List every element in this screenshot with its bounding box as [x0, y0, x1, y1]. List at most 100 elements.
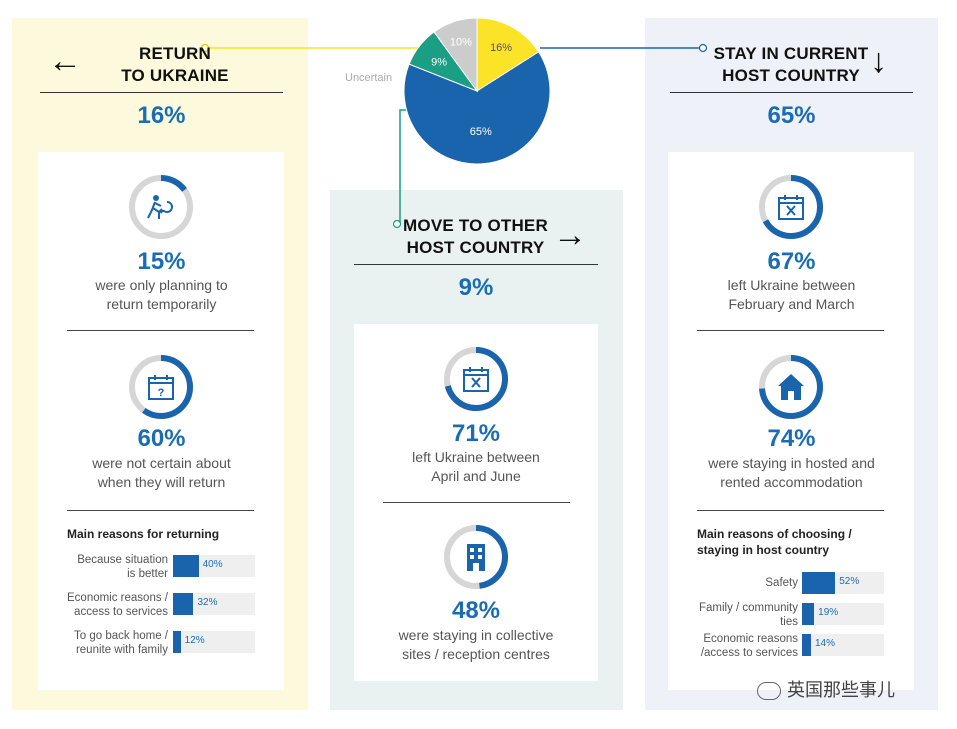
stay-reason-label-1: Safety [658, 576, 798, 590]
stay-stat-2-desc-line2: rented accommodation [720, 474, 863, 490]
stay-stat-1-desc-line2: February and March [728, 296, 855, 312]
move-stat-1-desc-line2: April and June [431, 468, 521, 484]
return-reason-value-2: 32% [197, 597, 218, 608]
return-reason-bar-1 [173, 555, 199, 577]
move-ring-2 [444, 525, 508, 589]
stay-reason-label-2-line2: ties [780, 616, 798, 628]
calendar-x-icon [778, 195, 804, 220]
stay-stat-2-desc: were staying in hosted and rented accomm… [670, 454, 913, 492]
wechat-icon [757, 682, 781, 701]
move-title: MOVE TO OTHER HOST COUNTRY [398, 215, 553, 259]
return-title: RETURN TO UKRAINE [100, 43, 250, 87]
return-pct: 16% [137, 102, 186, 129]
return-separator-1 [67, 330, 254, 331]
stay-reason-label-3-line1: Economic reasons [703, 633, 798, 645]
pie-slice-4 [433, 17, 478, 93]
connector-blue-dot [698, 43, 708, 53]
return-rule [40, 92, 283, 93]
stay-reason-track-2: 19% [802, 603, 884, 625]
stay-ring-2 [759, 355, 823, 419]
uncertain-label: Uncertain [345, 72, 392, 84]
stay-reason-bar-1 [802, 572, 836, 594]
move-stat-1-desc-line1: left Ukraine between [412, 449, 540, 465]
building-icon [467, 544, 485, 571]
stay-reason-track-3: 14% [802, 634, 884, 656]
return-reason-track-1: 40% [173, 555, 255, 577]
stay-rule [670, 92, 913, 93]
move-pct: 9% [458, 274, 494, 301]
move-stat-2-desc-line2: sites / reception centres [402, 646, 550, 662]
calendar-question-icon: ? [148, 375, 174, 400]
return-reasons-title: Main reasons for returning [67, 527, 220, 541]
stay-stat-1-value: 67% [767, 248, 816, 275]
stay-separator-1 [697, 330, 884, 331]
return-stat-2-desc: were not certain about when they will re… [40, 454, 283, 492]
return-reason-value-3: 12% [184, 635, 205, 646]
arrow-right-icon: → [553, 216, 587, 254]
move-stat-2-value: 48% [451, 597, 501, 624]
return-stat-1-desc-line2: return temporarily [106, 296, 217, 312]
pie-label-3: 9% [431, 57, 447, 69]
pie-label-4: 10% [450, 37, 472, 49]
stay-stat-2-value: 74% [767, 425, 816, 452]
stay-reason-value-2: 19% [818, 607, 839, 618]
return-ring-2: ? [129, 355, 193, 419]
return-separator-2 [67, 510, 254, 511]
return-stat-2-value: 60% [137, 425, 186, 452]
return-reason-track-2: 32% [173, 593, 255, 615]
pie-label-1: 16% [490, 42, 512, 54]
stay-separator-2 [697, 510, 884, 511]
stay-ring-1 [759, 175, 823, 239]
pie-slice-1 [476, 17, 540, 92]
stay-reason-bar-2 [802, 603, 815, 625]
return-reason-label-1-line2: is better [127, 568, 168, 580]
move-stat-2-desc-line1: were staying in collective [398, 627, 554, 643]
return-reason-label-2-line2: access to services [74, 606, 168, 618]
return-reason-label-3: To go back home / reunite with family [28, 629, 168, 657]
return-reason-label-3-line2: reunite with family [75, 644, 168, 656]
return-reason-bar-2 [173, 593, 194, 615]
stay-pct: 65% [767, 102, 816, 129]
move-stat-2-desc: were staying in collective sites / recep… [354, 626, 598, 664]
connector-yellow-dot [200, 43, 210, 53]
stay-reason-bar-3 [802, 634, 811, 656]
return-stat-1-desc: were only planning to return temporarily [40, 276, 283, 314]
stay-reasons-title-line2: staying in host country [697, 543, 830, 557]
stay-stat-1-desc-line1: left Ukraine between [727, 277, 856, 293]
stay-stat-2-desc-line1: were staying in hosted and [708, 455, 875, 471]
move-title-line2: HOST COUNTRY [406, 238, 545, 257]
stay-reason-value-1: 52% [839, 576, 860, 587]
stay-reason-label-3-line2: /access to services [700, 647, 798, 659]
stay-reason-track-1: 52% [802, 572, 884, 594]
return-reason-bar-3 [173, 631, 181, 653]
move-ring-1 [444, 347, 508, 411]
return-stat-2-desc-line2: when they will return [97, 474, 226, 490]
return-reason-label-2: Economic reasons / access to services [28, 591, 168, 619]
watermark-text: 英国那些事儿 [787, 680, 895, 700]
return-reason-label-1: Because situation is better [28, 553, 168, 581]
return-reason-label-1-line1: Because situation [77, 554, 168, 566]
move-separator-1 [383, 502, 570, 503]
move-stat-1-value: 71% [451, 420, 501, 447]
return-reason-label-3-line1: To go back home / [74, 630, 168, 642]
stay-card [668, 152, 914, 690]
connector-green-dot [392, 219, 402, 229]
stay-reason-label-2-line1: Family / community [698, 602, 798, 614]
return-stat-1-value: 15% [137, 248, 186, 275]
pie-slice-2 [403, 51, 551, 165]
arrow-left-icon: ← [48, 42, 82, 80]
pie-label-2: 65% [470, 126, 492, 138]
stay-title-line2: HOST COUNTRY [722, 66, 860, 85]
person-return-icon [147, 195, 173, 219]
move-rule [354, 264, 598, 265]
stay-reason-label-3: Economic reasons/access to services [658, 632, 798, 660]
stay-title: STAY IN CURRENT HOST COUNTRY [712, 43, 870, 87]
return-ring-1 [129, 175, 193, 239]
watermark: 英国那些事儿 [757, 676, 895, 702]
return-stat-1-desc-line1: were only planning to [95, 277, 228, 293]
stay-reason-label-1-line1: Safety [765, 577, 798, 589]
return-title-line1: RETURN [138, 44, 212, 63]
return-reason-value-1: 40% [202, 559, 223, 570]
